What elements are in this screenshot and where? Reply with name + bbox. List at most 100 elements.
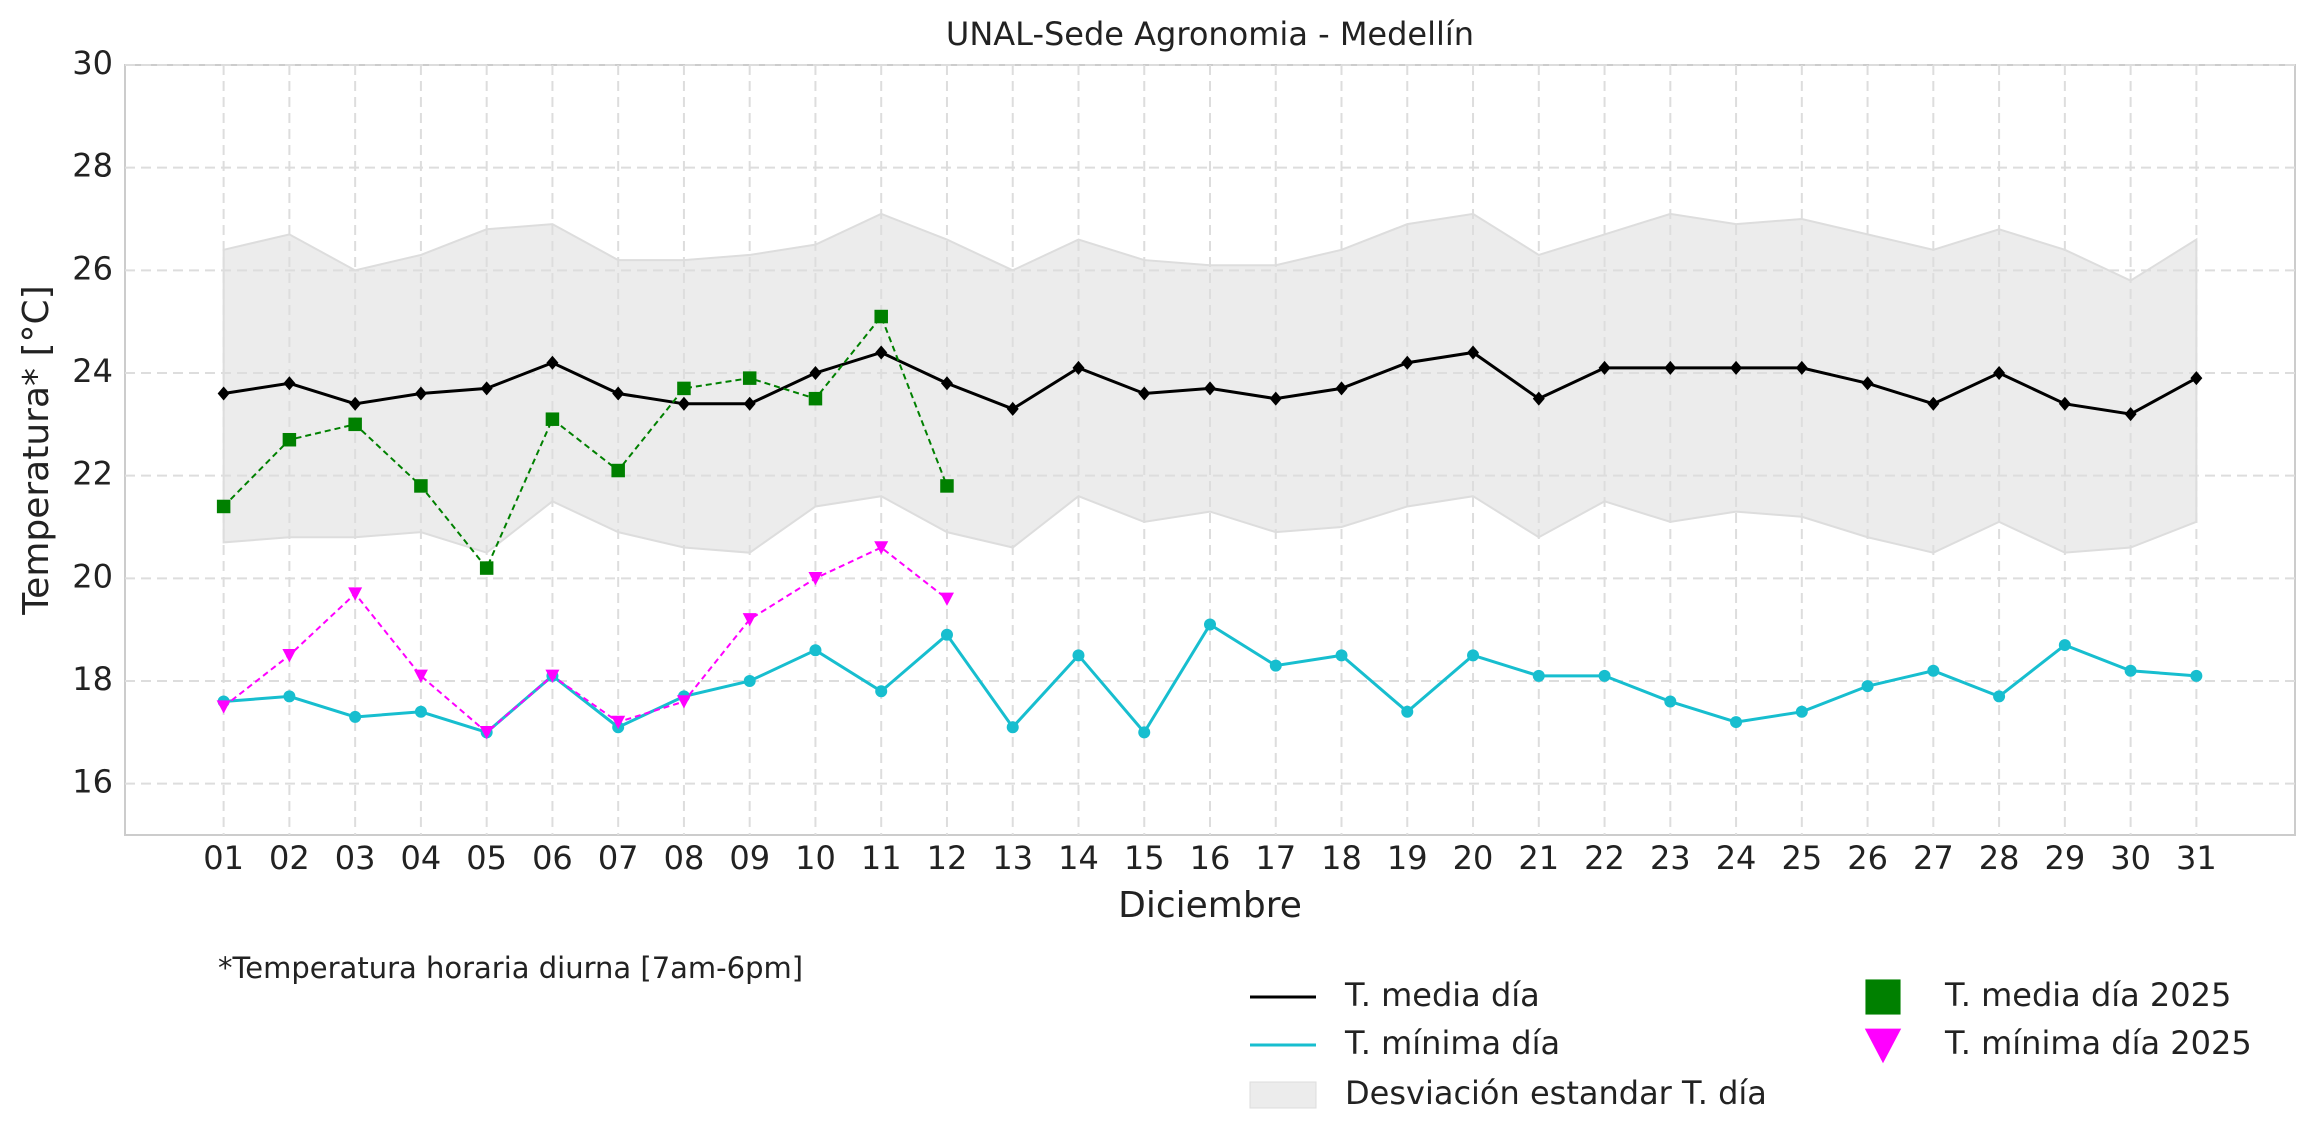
y-tick-label: 24 [72,352,113,390]
marker [1598,360,1611,375]
marker [348,587,363,601]
marker [1204,618,1216,631]
marker [676,695,691,709]
x-tick-label: 30 [2110,839,2151,877]
marker [480,381,493,396]
x-tick-label: 22 [1584,839,1625,877]
x-tick-label: 13 [992,839,1033,877]
marker [743,675,756,687]
x-tick-label: 10 [795,839,836,877]
marker [349,710,362,723]
x-tick-label: 09 [729,839,770,877]
marker [1730,360,1743,375]
x-tick-label: 19 [1387,839,1428,877]
marker [874,309,888,324]
y-tick-label: 26 [72,249,113,287]
marker [1269,659,1282,672]
y-tick-label: 30 [72,44,113,82]
marker [216,499,231,514]
marker [2124,664,2137,677]
marker [1006,721,1019,734]
y-tick-label: 20 [72,557,113,595]
marker [742,613,757,627]
marker [1269,391,1282,406]
marker [1927,396,1940,411]
marker [1664,360,1677,375]
marker [1401,705,1414,718]
marker [414,386,427,401]
marker [1467,345,1480,360]
x-tick-label: 23 [1650,839,1691,877]
marker [546,355,559,370]
marker [1861,680,1874,693]
y-tick-label: 18 [72,660,113,698]
marker [217,386,230,401]
x-tick-label: 28 [1979,839,2020,877]
x-tick-label: 05 [466,839,507,877]
marker [1138,726,1151,739]
x-tick-label: 21 [1518,839,1559,877]
marker [677,381,691,396]
legend-label: T. media día [1344,976,1540,1014]
marker [875,345,888,360]
marker [414,705,427,718]
x-tick-label: 17 [1255,839,1296,877]
x-axis-label: Diciembre [1118,885,1302,926]
x-tick-label: 18 [1321,839,1362,877]
marker [611,463,625,478]
marker [283,376,296,391]
x-tick-label: 03 [335,839,376,877]
x-tick-label: 12 [927,839,968,877]
marker [1138,386,1151,401]
marker [940,376,953,391]
marker [1532,391,1545,406]
marker [2058,396,2071,411]
x-tick-label: 14 [1058,839,1099,877]
legend-label: T. mínima día 2025 [1944,1024,2252,1062]
x-tick-label: 02 [269,839,310,877]
marker [809,644,822,657]
legend-label: Desviación estandar T. día [1345,1074,1767,1112]
marker [1598,669,1611,682]
marker [743,396,756,411]
marker [1467,649,1480,662]
x-tick-label: 04 [401,839,442,877]
y-axis-label: Temperatura* [°C] [16,285,57,615]
y-tick-label: 22 [72,455,113,493]
marker [1401,355,1414,370]
legend-label: T. mínima día [1344,1024,1560,1062]
marker [874,541,889,555]
x-tick-label: 20 [1453,839,1494,877]
legend-swatch [1864,1028,1902,1064]
marker [809,366,822,380]
marker [545,669,560,683]
marker [2190,371,2203,386]
marker [1861,376,1874,391]
marker [545,412,560,426]
marker [940,479,954,493]
marker [1795,360,1808,375]
marker [1795,705,1808,718]
marker [677,396,690,411]
legend-label: T. media día 2025 [1944,976,2231,1014]
chart-title: UNAL-Sede Agronomia - Medellín [946,15,1474,53]
marker [742,371,757,385]
x-tick-label: 29 [2044,839,2085,877]
y-tick-label: 28 [72,147,113,185]
marker [1993,690,2006,703]
marker [1664,695,1677,708]
footnote: *Temperatura horaria diurna [7am-6pm] [218,951,803,985]
marker [2190,669,2203,682]
legend: T. media día T. mínima día Desviación esta… [1249,976,2252,1112]
x-tick-label: 25 [1781,839,1822,877]
marker [479,561,494,575]
x-tick-label: 16 [1190,839,1231,877]
series-line [223,546,948,734]
marker [1335,381,1348,396]
marker [1730,716,1743,729]
marker [1006,401,1019,416]
marker [1993,366,2006,380]
marker [1532,669,1545,682]
marker [940,628,953,641]
